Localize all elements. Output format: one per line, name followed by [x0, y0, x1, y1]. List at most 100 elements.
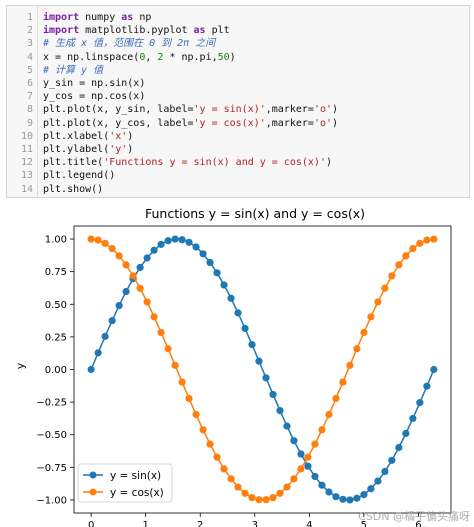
code-token: plt.ylabel( — [43, 144, 110, 155]
code-token: as — [193, 25, 206, 37]
data-point-cos — [234, 483, 242, 491]
data-point-sin — [290, 437, 298, 445]
data-point-sin — [311, 472, 319, 481]
line-number: 7 — [26, 91, 33, 103]
data-point-cos — [409, 244, 417, 253]
data-point-sin — [402, 429, 410, 438]
data-point-sin — [87, 365, 95, 374]
code-text: # 计算 y 值 — [43, 64, 103, 77]
data-point-sin — [185, 238, 193, 246]
code-text: plt.plot(x, y_sin, label='y = sin(x)',ma… — [43, 103, 338, 116]
data-point-cos — [311, 440, 319, 448]
line-number: 11 — [20, 144, 33, 155]
data-point-sin — [269, 390, 277, 399]
data-point-cos — [416, 239, 424, 247]
code-text: y_sin = np.sin(x) — [43, 77, 145, 90]
data-point-sin — [409, 414, 417, 423]
code-text: x = np.linspace(0, 2 * np.pi,50) — [43, 51, 236, 64]
data-point-cos — [374, 298, 382, 306]
data-point-cos — [171, 361, 179, 369]
data-point-cos — [290, 475, 298, 483]
code-token: import — [43, 25, 80, 37]
code-token: np — [133, 12, 152, 23]
code-token: matplotlib.pyplot — [79, 25, 194, 37]
data-point-cos — [157, 328, 165, 337]
plot-output: Functions y = sin(x) and y = cos(x) 0 1 2 3… — [0, 200, 474, 527]
data-point-sin — [220, 281, 228, 289]
code-text: plt.xlabel('x') — [43, 130, 133, 143]
data-point-cos — [115, 252, 123, 260]
data-point-cos — [346, 361, 354, 369]
data-point-cos — [185, 394, 193, 403]
data-point-sin — [150, 246, 158, 254]
data-point-sin — [339, 495, 347, 503]
x-tick-label: 3 — [252, 520, 258, 527]
data-point-cos — [339, 378, 347, 386]
line-number: 6 — [26, 78, 33, 89]
watermark: CSDN @橘子偏头痛呀 — [358, 509, 470, 523]
data-point-cos — [402, 252, 410, 260]
chart-title: Functions y = sin(x) and y = cos(x) — [145, 206, 365, 221]
data-point-cos — [164, 345, 172, 353]
data-point-cos — [325, 410, 333, 419]
data-point-cos — [87, 235, 95, 243]
code-token: ,marker= — [265, 117, 314, 129]
data-point-cos — [136, 284, 144, 292]
data-point-sin — [325, 488, 333, 496]
code-token: # 生成 x 值，范围在 0 到 2π 之间 — [43, 38, 216, 50]
data-point-sin — [171, 235, 179, 243]
data-point-sin — [213, 269, 221, 277]
code-token: ) — [332, 104, 339, 116]
data-point-sin — [360, 491, 368, 499]
data-point-cos — [108, 244, 116, 253]
data-point-sin — [192, 243, 200, 251]
code-text: plt.ylabel('y') — [43, 143, 133, 156]
code-token: plt.plot(x, y_sin, label= — [43, 104, 194, 116]
code-token: y_cos = np.cos(x) — [43, 91, 146, 103]
code-token: plt.show() — [43, 183, 104, 195]
axes: 0 1 2 3 4 5 6 −1.00 −0.75 −0.50 −0.25 0.00 0.25 0.50 0… — [36, 235, 421, 527]
code-token: 'y' — [109, 144, 128, 155]
line-number: 8 — [26, 104, 33, 116]
data-point-cos — [297, 465, 305, 473]
code-token: plt — [205, 25, 230, 37]
data-point-cos — [241, 489, 249, 497]
data-point-sin — [318, 481, 326, 489]
code-token: plt.xlabel( — [43, 130, 110, 142]
data-point-cos — [129, 272, 137, 280]
code-token: 'o' — [313, 104, 332, 116]
data-point-cos — [395, 261, 403, 269]
data-point-sin — [430, 365, 438, 374]
x-tick-label: 5 — [361, 520, 367, 527]
code-text: plt.plot(x, y_cos, label='y = cos(x)',ma… — [43, 117, 338, 130]
y-axis-label: y — [14, 362, 27, 369]
data-point-sin — [94, 349, 102, 357]
line-number: 13 — [20, 170, 33, 182]
code-token: * np.pi, — [163, 51, 218, 63]
code-token: x = np.linspace( — [43, 51, 140, 63]
code-token: plt.legend() — [43, 170, 116, 182]
data-point-sin — [367, 485, 375, 493]
data-point-cos — [220, 465, 228, 473]
line-number: 5 — [26, 64, 33, 76]
y-tick-label: −0.50 — [36, 430, 67, 441]
code-token: # 计算 y 值 — [43, 64, 104, 76]
code-cell[interactable]: 1 import numpy as np 2 import matplotlib.py… — [6, 5, 470, 198]
data-point-cos — [332, 394, 340, 403]
data-point-sin — [178, 236, 186, 244]
data-point-cos — [255, 496, 263, 504]
data-point-sin — [353, 494, 361, 502]
line-number: 3 — [26, 38, 33, 50]
code-token: ) — [325, 157, 333, 169]
code-token: y_sin = np.sin(x) — [43, 78, 146, 89]
code-token: plt.plot(x, y_cos, label= — [43, 117, 194, 129]
line-number: 14 — [20, 183, 33, 195]
data-point-cos — [269, 494, 277, 502]
data-point-sin — [241, 324, 249, 333]
data-point-cos — [206, 440, 214, 448]
x-tick-label: 6 — [415, 520, 421, 527]
line-number-gutter — [7, 6, 38, 197]
data-point-cos — [199, 426, 207, 434]
data-point-sin — [199, 250, 207, 258]
x-tick-label: 1 — [142, 520, 148, 527]
